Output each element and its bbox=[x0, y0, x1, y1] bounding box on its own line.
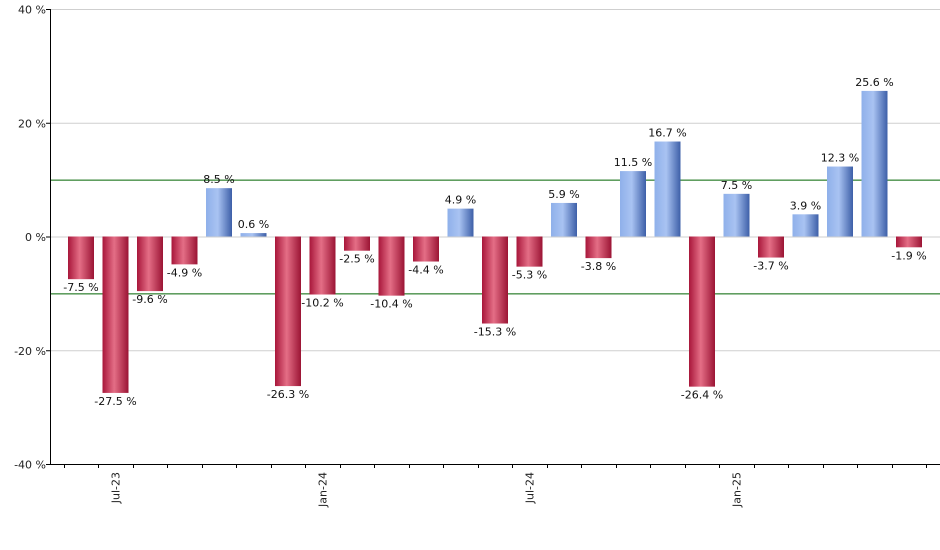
x-tick-label: Jan-24 bbox=[317, 472, 330, 508]
data-label: -9.6 % bbox=[132, 293, 167, 306]
data-label: 11.5 % bbox=[614, 156, 652, 169]
bar bbox=[620, 171, 646, 237]
bar bbox=[137, 236, 163, 292]
data-label: 7.5 % bbox=[721, 179, 752, 192]
x-tick-label: Jul-24 bbox=[524, 472, 537, 504]
data-label: -10.4 % bbox=[370, 298, 412, 311]
bar bbox=[344, 236, 370, 251]
data-label: 16.7 % bbox=[648, 127, 686, 140]
bars bbox=[68, 90, 922, 393]
data-label: -26.3 % bbox=[267, 388, 309, 401]
data-label: 5.9 % bbox=[548, 188, 579, 201]
data-label: -27.5 % bbox=[94, 395, 136, 408]
bar bbox=[723, 193, 750, 237]
bar bbox=[516, 236, 543, 267]
data-label: 25.6 % bbox=[855, 76, 893, 89]
data-label: -15.3 % bbox=[474, 326, 516, 339]
data-label: -4.9 % bbox=[167, 266, 202, 279]
data-label: 0.6 % bbox=[238, 218, 269, 231]
data-label: -26.4 % bbox=[681, 389, 723, 402]
y-tick-label: 20 % bbox=[18, 117, 46, 130]
bar bbox=[758, 236, 784, 258]
bar bbox=[654, 141, 681, 237]
bar bbox=[482, 236, 508, 324]
data-label: 3.9 % bbox=[790, 199, 821, 212]
data-labels: -7.5 % -27.5 % -9.6 % -4.9 % 8.5 % 0.6 % -26.3… bbox=[63, 76, 926, 408]
axes: -40 % -20 % 0 % 20 % 40 % Jul-23 Jan-24 Jul-24 J… bbox=[14, 4, 940, 508]
y-tick-label: 0 % bbox=[25, 231, 46, 244]
bar bbox=[413, 236, 439, 262]
y-tick-label: -40 % bbox=[14, 459, 46, 472]
data-label: -3.7 % bbox=[753, 260, 788, 273]
bar bbox=[275, 236, 301, 387]
x-tick-label: Jan-25 bbox=[731, 472, 744, 508]
data-label: 12.3 % bbox=[821, 152, 859, 165]
bar bbox=[102, 236, 129, 393]
x-tick-label: Jul-23 bbox=[110, 472, 123, 504]
gridlines bbox=[50, 9, 940, 352]
y-tick-label: 40 % bbox=[18, 4, 46, 17]
bar bbox=[861, 90, 888, 237]
data-label: -3.8 % bbox=[581, 260, 616, 273]
bar bbox=[792, 214, 819, 237]
bar bbox=[240, 233, 267, 237]
data-label: -10.2 % bbox=[301, 297, 343, 310]
data-label: -7.5 % bbox=[63, 281, 98, 294]
data-label: 8.5 % bbox=[203, 173, 234, 186]
data-label: -2.5 % bbox=[339, 253, 374, 266]
bar bbox=[206, 188, 232, 237]
bar bbox=[309, 236, 336, 295]
bar bbox=[827, 166, 853, 237]
bar bbox=[447, 208, 474, 237]
bar bbox=[551, 202, 577, 237]
bar bbox=[689, 236, 715, 387]
data-label: 4.9 % bbox=[445, 194, 476, 207]
bar bbox=[585, 236, 612, 259]
data-label: -4.4 % bbox=[408, 264, 443, 277]
data-label: -5.3 % bbox=[512, 269, 547, 282]
y-tick-label: -20 % bbox=[14, 345, 46, 358]
data-label: -1.9 % bbox=[891, 249, 926, 262]
bar bbox=[896, 236, 922, 248]
bar bbox=[378, 236, 405, 296]
bar bbox=[171, 236, 198, 265]
bar bbox=[68, 236, 94, 280]
